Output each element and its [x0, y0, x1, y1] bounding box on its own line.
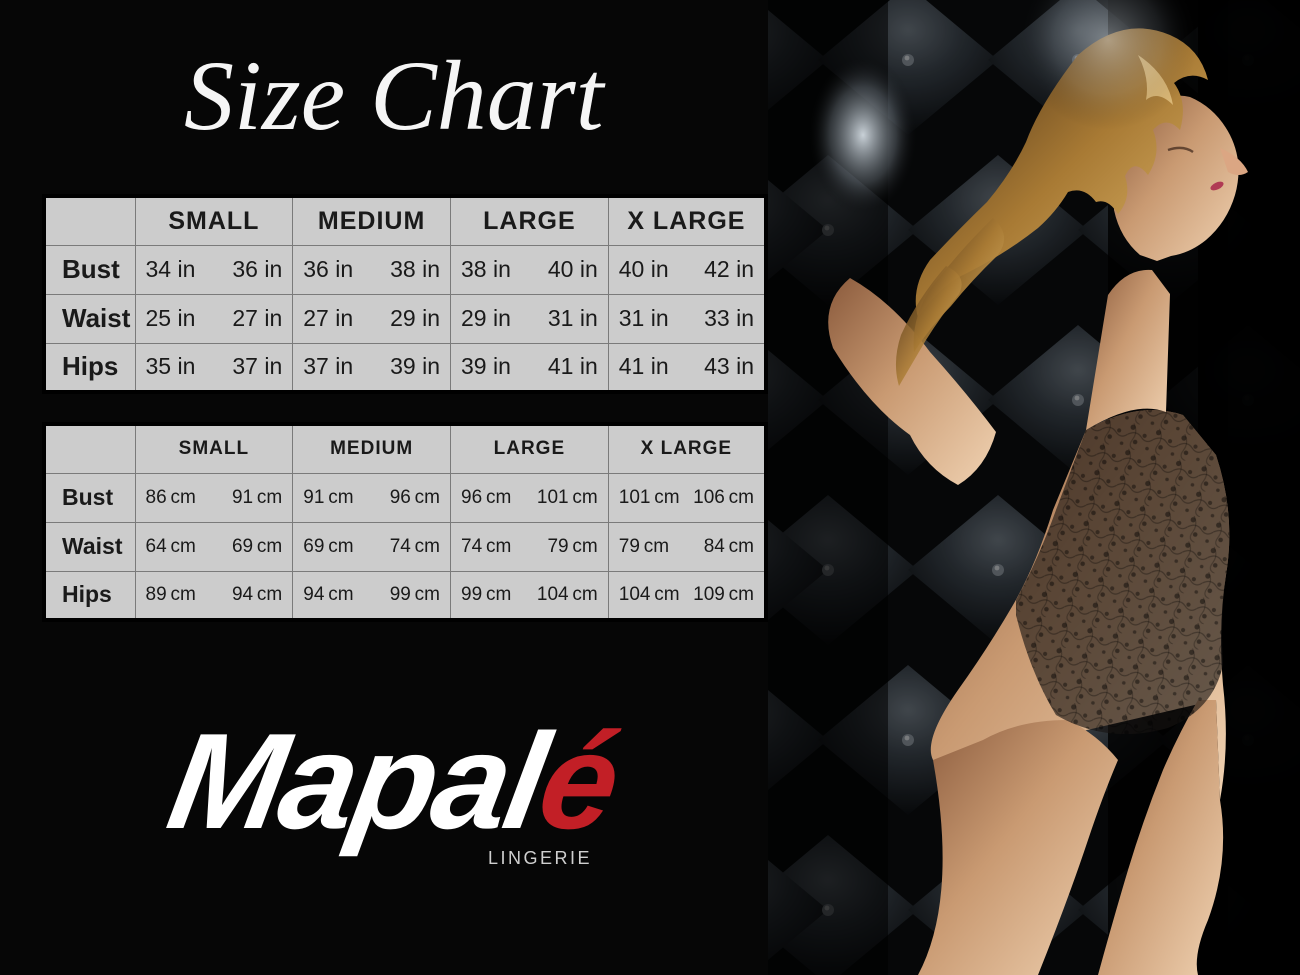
svg-text:Mapalé: Mapalé: [158, 706, 628, 858]
